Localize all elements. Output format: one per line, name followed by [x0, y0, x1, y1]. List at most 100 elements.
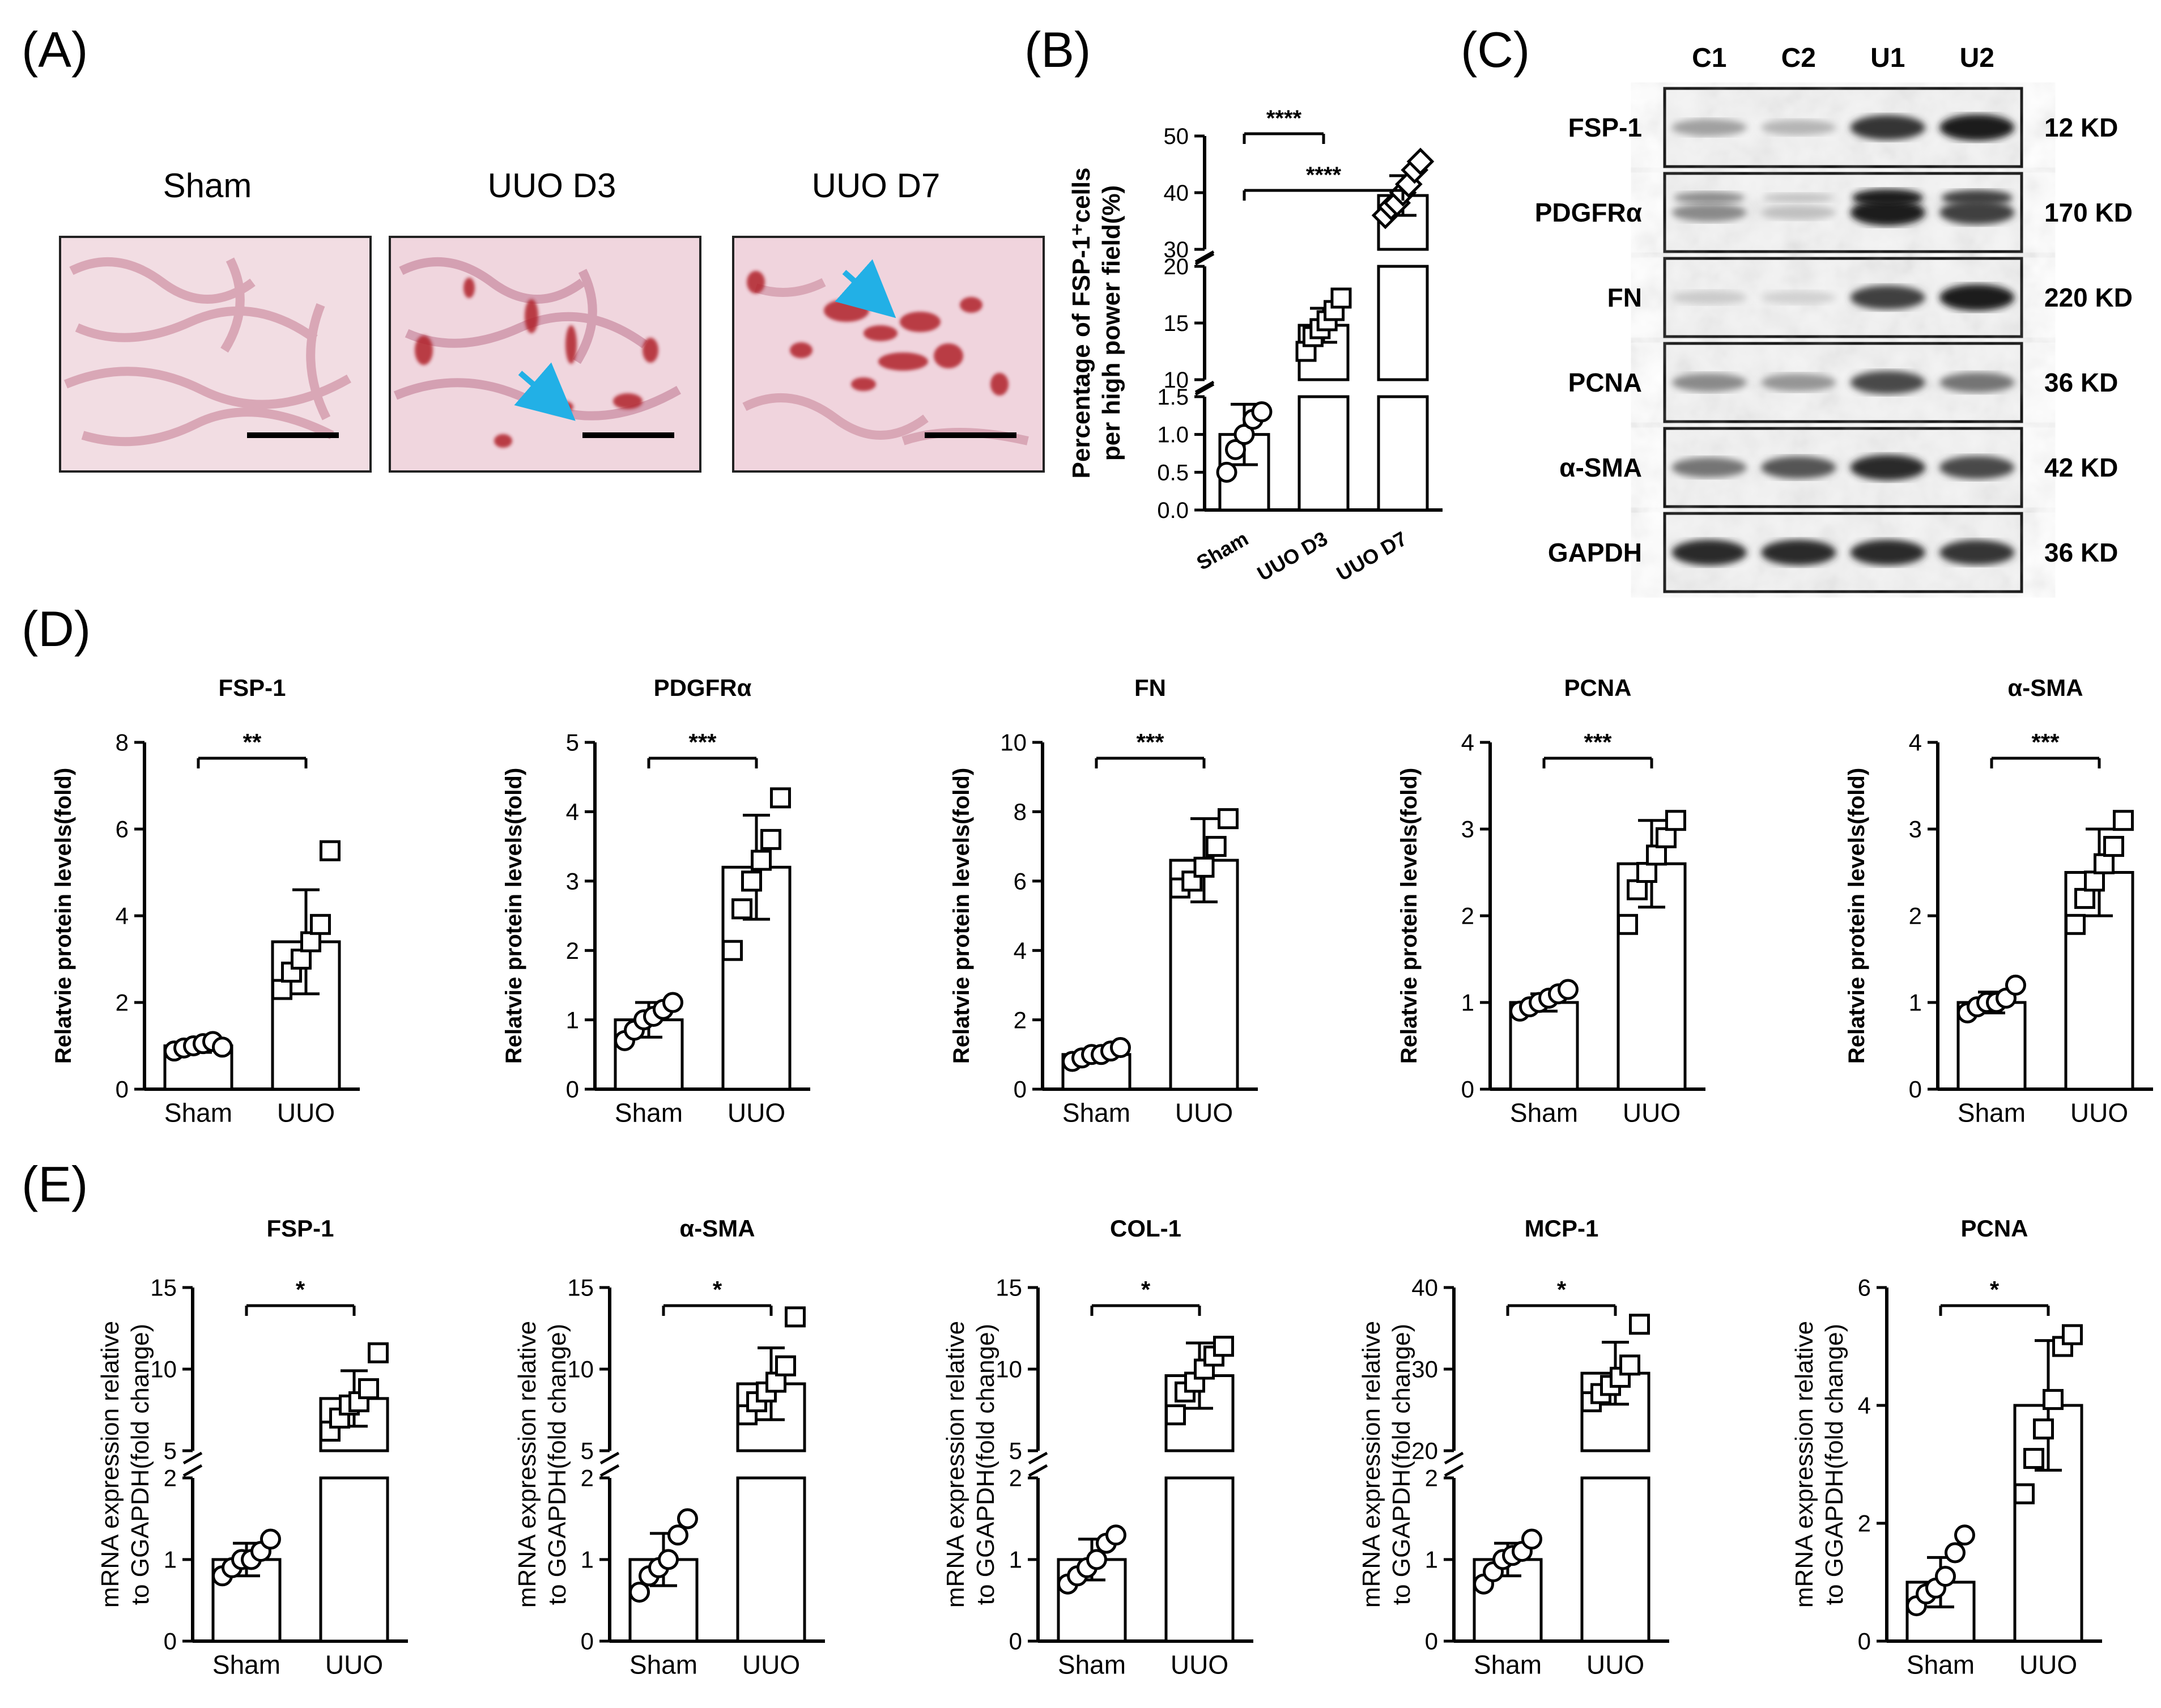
panel-d5-sig-label: ***: [2031, 729, 2060, 755]
panel-e2-x-label: Sham: [629, 1650, 697, 1680]
blot-protein-label: α-SMA: [1559, 453, 1642, 482]
blot-band: [1761, 120, 1836, 135]
panel-d2-data-point: [731, 898, 753, 920]
panel-e3-data-point: [1165, 1404, 1186, 1426]
panel-e3-y-tick-label: 2: [1009, 1465, 1022, 1492]
panel-label-d: (D): [22, 601, 91, 657]
panel-d1-y-label: Relatvie protein levels(fold): [51, 768, 76, 1064]
panel-b-y-label-line1: Percentage of FSP-1⁺cells: [1067, 168, 1095, 479]
panel-d2-data-point: [760, 828, 781, 850]
panel-e2-data-point: [629, 1582, 650, 1603]
blot-protein-label: FSP-1: [1568, 113, 1642, 142]
panel-e3-bar-1-seg0: [1164, 1476, 1235, 1643]
blot-band: [1671, 457, 1747, 478]
panel-d3-y-tick-label: 0: [1014, 1076, 1027, 1103]
panel-b-sig-label: ****: [1306, 163, 1342, 188]
panel-d5-title: α-SMA: [2007, 674, 2083, 701]
panel-d5-data-point: [2093, 853, 2115, 874]
panel-d4-data-point: [1665, 810, 1686, 831]
panel-d1-sig-label: **: [243, 729, 262, 755]
blot-size-label: 36 KD: [2044, 368, 2118, 397]
panel-d4-y-tick-label: 3: [1461, 816, 1474, 843]
blot-band: [1761, 205, 1836, 220]
blot-size-label: 42 KD: [2044, 453, 2118, 482]
panel-d5-y-label: Relatvie protein levels(fold): [1844, 768, 1869, 1064]
panel-d1-chart: 0 2 4 6 8 Sham UUO ** FSP-1 Relatvie protein leve…: [51, 674, 360, 1128]
panel-e3-x-label: Sham: [1058, 1650, 1126, 1680]
micrograph-title-uuo-d3: UUO D3: [488, 167, 616, 205]
blot-band: [1850, 454, 1925, 481]
panel-e3-x-label: UUO: [1171, 1650, 1228, 1680]
panel-e2-x-label: UUO: [742, 1650, 800, 1680]
blot-size-label: 36 KD: [2044, 538, 2118, 567]
panel-e2-y-tick-label: 5: [581, 1438, 594, 1464]
panel-e1-y-label-line1: mRNA expression relative: [96, 1321, 124, 1608]
panel-d1-data-point: [291, 949, 312, 970]
blot-lane-label: U1: [1870, 43, 1905, 73]
panel-d4-data-point: [1645, 844, 1667, 866]
panel-d1-y-tick-label: 0: [116, 1076, 129, 1103]
panel-e2-chart: 0 1 25 10 15 Sham UUO * α-SMA mRNA expression rel…: [513, 1215, 825, 1680]
panel-e3-y-label-line1: mRNA expression relative: [942, 1321, 969, 1608]
panel-e5-data-point: [1934, 1566, 1956, 1587]
panel-a: Sham UUO D3 UUO D7: [59, 167, 1045, 473]
panel-d5-data-point: [2005, 974, 2026, 996]
panel-e5-chart: 0 2 4 6 Sham UUO * PCNA mRNA expression relative…: [1790, 1215, 2102, 1680]
blot-band: [1761, 373, 1836, 392]
panel-e3-title: COL-1: [1110, 1215, 1181, 1242]
panel-e4-y-tick-label: 0: [1425, 1628, 1438, 1655]
panel-d5-x-label: Sham: [1958, 1098, 2026, 1128]
panel-e1-bar-1-seg0: [319, 1476, 389, 1643]
panel-b-x-label: Sham: [1193, 526, 1252, 575]
panel-d1-data-point: [319, 840, 341, 861]
panel-e1-y-tick-label: 1: [164, 1546, 177, 1573]
panel-e1-y-tick-label: 10: [150, 1356, 177, 1383]
blot-size-label: 220 KD: [2044, 283, 2133, 312]
blot-lane-label: U2: [1960, 43, 1994, 73]
panel-d3-y-tick-label: 4: [1014, 937, 1027, 964]
panel-d3-y-tick-label: 2: [1014, 1006, 1027, 1033]
blot-size-label: 170 KD: [2044, 198, 2133, 227]
panel-b-y-tick-label: 1.5: [1157, 385, 1189, 410]
panel-d3-y-tick-label: 6: [1014, 868, 1027, 895]
panel-e5-data-point: [2023, 1448, 2045, 1469]
micrograph-title-sham: Sham: [163, 167, 252, 205]
panel-b-y-tick-label: 40: [1164, 181, 1189, 206]
panel-d2-chart: 0 1 2 3 4 5 Sham UUO *** PDGFRα Relatvie protein l…: [501, 674, 810, 1128]
panel-e2-data-point: [657, 1549, 679, 1570]
panel-e2-axis-break: [599, 1464, 620, 1477]
scale-bar-uuo-d7: [925, 432, 1016, 438]
panel-e1-y-tick-label: 2: [164, 1465, 177, 1492]
panel-d2-x-label: UUO: [728, 1098, 785, 1128]
blot-protein-label: PCNA: [1568, 368, 1642, 397]
panel-d1-y-tick-label: 2: [116, 989, 129, 1016]
panel-d4-data-point: [1655, 827, 1677, 848]
panel-d2-y-tick-label: 5: [566, 729, 579, 756]
panel-e3-y-tick-label: 1: [1009, 1546, 1022, 1573]
blot-band: [1673, 192, 1745, 204]
panel-e4-y-tick-label: 1: [1425, 1546, 1438, 1573]
panel-d5-y-tick-label: 0: [1909, 1076, 1922, 1103]
panel-d4-y-tick-label: 4: [1461, 729, 1474, 756]
panel-d4-y-tick-label: 2: [1461, 903, 1474, 929]
panel-e4-y-label-line2: to GGAPDH(fold change): [1388, 1324, 1415, 1605]
panel-e3-y-tick-label: 10: [996, 1356, 1022, 1383]
panel-d4-y-tick-label: 0: [1461, 1076, 1474, 1103]
blot-band: [1939, 114, 2015, 141]
panel-e5-data-point: [2033, 1418, 2054, 1440]
panel-d3-y-tick-label: 8: [1014, 798, 1027, 825]
panel-d4-data-point: [1627, 879, 1648, 900]
panel-label-a: (A): [22, 22, 88, 78]
panel-d3-x-label: Sham: [1062, 1098, 1130, 1128]
panel-d3-y-label: Relatvie protein levels(fold): [949, 768, 974, 1064]
panel-e4-y-tick-label: 20: [1411, 1438, 1438, 1464]
panel-d1-data-point: [271, 979, 293, 1000]
panel-e1-data-point: [367, 1342, 389, 1363]
panel-e3-y-label-line2: to GGAPDH(fold change): [972, 1324, 999, 1605]
panel-label-e: (E): [22, 1156, 88, 1212]
panel-d2-y-tick-label: 2: [566, 937, 579, 964]
panel-d5-y-tick-label: 3: [1909, 816, 1922, 843]
panel-e1-y-tick-label: 0: [164, 1628, 177, 1655]
